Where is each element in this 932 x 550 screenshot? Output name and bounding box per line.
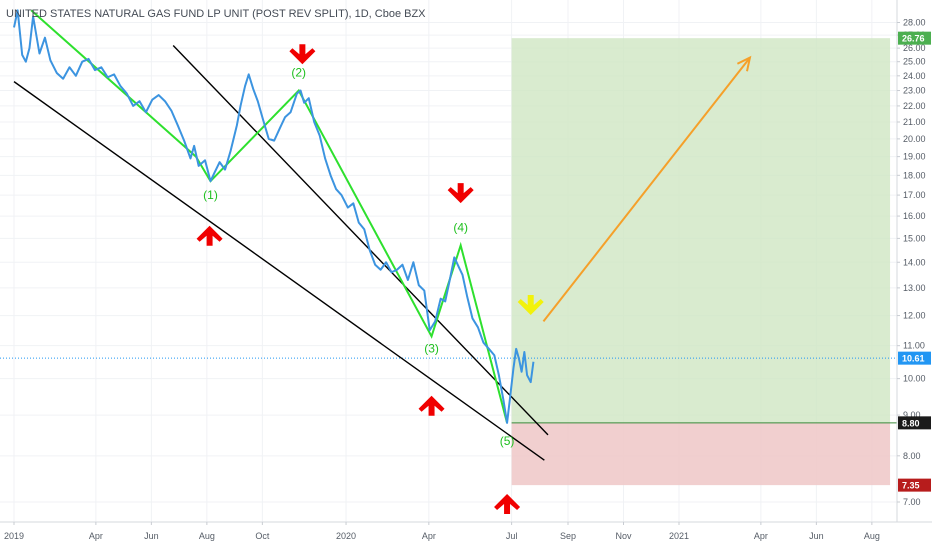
red-arrow-up-icon [494, 494, 521, 514]
x-tick-label: Aug [864, 531, 880, 541]
x-tick-label: Apr [89, 531, 103, 541]
y-tick-label: 14.00 [903, 257, 926, 267]
x-tick-label: Oct [255, 531, 270, 541]
x-tick-label: Jun [809, 531, 824, 541]
y-tick-label: 16.00 [903, 211, 926, 221]
elliott-wave-line [30, 9, 509, 424]
red-arrow-down-icon [447, 183, 474, 204]
wave-labels: (1) (2) (3) (4) (5) [203, 66, 514, 448]
y-tick-label: 28.00 [903, 18, 926, 28]
y-tick-label: 17.00 [903, 190, 926, 200]
wave-label: (4) [453, 220, 468, 234]
entry-price-tag-bg [898, 416, 931, 430]
y-tick-label: 23.00 [903, 86, 926, 96]
red-arrow-up-icon [196, 225, 223, 246]
chart-title: UNITED STATES NATURAL GAS FUND LP UNIT (… [6, 8, 426, 20]
x-tick-label: 2020 [336, 531, 356, 541]
current-price-tag: 10.61 [902, 354, 925, 364]
signal-arrows [196, 44, 544, 514]
target-price-tag-bg [898, 31, 931, 45]
projection-arrow-shaft [542, 56, 751, 322]
y-tick-label: 20.00 [903, 134, 926, 144]
channel-lower-line [13, 81, 545, 461]
y-tick-label: 24.00 [903, 71, 926, 81]
y-tick-label: 15.00 [903, 233, 926, 243]
y-tick-label: 7.00 [903, 497, 921, 507]
stop-price-tag-bg [898, 478, 931, 492]
target-zone [511, 38, 891, 423]
position-zones [511, 38, 897, 486]
y-tick-label: 26.00 [903, 43, 926, 53]
projection-arrow [542, 55, 752, 322]
y-tick-label: 9.00 [903, 410, 921, 420]
y-tick-label: 11.00 [903, 341, 925, 351]
channel-upper-line [172, 44, 549, 436]
price-series [13, 9, 535, 424]
y-tick-label: 19.00 [903, 152, 926, 162]
x-tick-label: 2019 [4, 531, 24, 541]
x-tick-label: Apr [422, 531, 436, 541]
y-tick-label: 22.00 [903, 101, 926, 111]
wave-label: (3) [424, 341, 439, 355]
wave-lines [30, 9, 509, 424]
price-tags: 26.76 10.61 8.80 7.35 [898, 31, 931, 492]
price-line [13, 9, 535, 424]
stop-zone [511, 422, 891, 486]
x-tick-label: Jun [144, 531, 159, 541]
y-tick-label: 10.00 [903, 374, 926, 384]
x-tick-label: Aug [199, 531, 215, 541]
channel-lines [13, 44, 549, 461]
x-tick-label: Sep [560, 531, 576, 541]
wave-label: (5) [500, 434, 515, 448]
stop-price-tag: 7.35 [902, 481, 920, 491]
projection-arrow-head [736, 55, 752, 72]
yellow-arrow-down-icon [517, 295, 544, 316]
x-tick-label: Nov [615, 531, 632, 541]
y-tick-label: 25.00 [903, 57, 926, 67]
y-tick-label: 13.00 [903, 283, 926, 293]
y-tick-label: 21.00 [903, 117, 926, 127]
entry-price-tag: 8.80 [902, 418, 920, 428]
y-tick-label: 12.00 [903, 311, 926, 321]
red-arrow-down-icon [289, 44, 316, 65]
wave-label: (2) [291, 66, 306, 80]
x-tick-label: 2021 [669, 531, 689, 541]
current-price-tag-bg [898, 351, 931, 365]
x-tick-label: Apr [754, 531, 768, 541]
y-tick-label: 18.00 [903, 170, 926, 180]
wave-label: (1) [203, 188, 218, 202]
red-arrow-up-icon [418, 395, 445, 416]
x-tick-label: Jul [506, 531, 518, 541]
target-price-tag: 26.76 [902, 34, 925, 44]
y-tick-label: 8.00 [903, 451, 921, 461]
